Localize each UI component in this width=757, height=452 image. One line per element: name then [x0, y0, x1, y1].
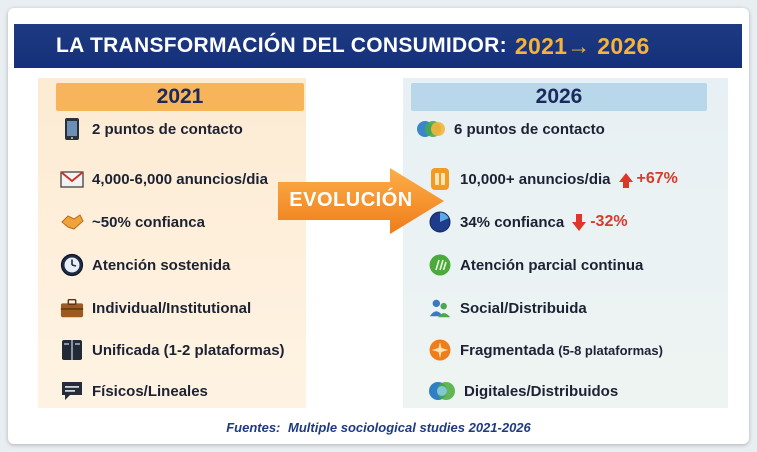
- title-bar: LA TRANSFORMACIÓN DEL CONSUMIDOR: 2021→ …: [14, 24, 742, 68]
- footer-label: Fuentes:: [226, 420, 281, 435]
- title-range: 2021→ 2026: [514, 32, 650, 59]
- change-value: -32%: [590, 213, 628, 230]
- column-header-2026: 2026: [411, 83, 707, 111]
- left-row-text: 4,000-6,000 anuncios/dia: [92, 170, 268, 188]
- title-text: LA TRANSFORMACIÓN DEL CONSUMIDOR:: [56, 34, 507, 57]
- right-row-text: Atención parcial continua: [460, 256, 644, 274]
- change-indicator-down: -32%: [572, 213, 628, 231]
- right-row-text: Digitales/Distribuidos: [464, 382, 619, 400]
- left-row-text: Físicos/Lineales: [92, 382, 208, 400]
- arrow-up-icon: [618, 172, 633, 188]
- evolution-label: EVOLUCIÓN: [289, 188, 413, 211]
- left-row-identity: Individual/Institutional: [60, 293, 251, 323]
- handshake-icon: [60, 210, 84, 234]
- green-circle-icon: [428, 253, 452, 277]
- evolution-arrow: [278, 168, 444, 234]
- right-row-touchpoints: 6 puntos de contacto: [416, 114, 605, 144]
- left-row-ads: 4,000-6,000 anuncios/dia: [60, 164, 268, 194]
- phone-icon: [60, 117, 84, 141]
- right-row-text: 10,000+ anuncios/dia: [460, 170, 611, 188]
- ad-icon: [428, 167, 452, 191]
- left-row-attention: Atención sostenida: [60, 250, 230, 280]
- book-icon: [60, 338, 84, 362]
- left-row-text: Atención sostenida: [92, 256, 231, 274]
- infographic-card: LA TRANSFORMACIÓN DEL CONSUMIDOR: 2021→ …: [8, 8, 749, 444]
- speech-bubble-icon: [60, 379, 84, 403]
- left-row-text: Individual/Institutional: [92, 299, 252, 317]
- change-value: +67%: [636, 170, 678, 187]
- right-row-text: 6 puntos de contacto: [454, 120, 605, 138]
- pie-icon: [428, 210, 452, 234]
- right-row-ads: 10,000+ anuncios/dia +67%: [428, 164, 678, 194]
- left-row-touchpoints: 2 puntos de contacto: [60, 114, 243, 144]
- column-header-2021: 2021: [56, 83, 304, 111]
- right-row-text: 34% confianca: [460, 213, 565, 231]
- footer-source: Fuentes: Multiple sociological studies 2…: [8, 420, 749, 435]
- left-row-text: 2 puntos de contacto: [92, 120, 243, 138]
- right-row-text: Social/Distribuida: [460, 299, 587, 317]
- clock-icon: [60, 253, 84, 277]
- envelope-icon: [60, 167, 84, 191]
- right-row-small-text: (5-8 plataformas): [558, 342, 663, 358]
- globe-icon: [428, 379, 456, 403]
- right-row-identity: Social/Distribuida: [428, 293, 587, 323]
- people-icon: [428, 296, 452, 320]
- change-indicator-up: +67%: [618, 170, 678, 188]
- left-row-text: ~50% confianca: [92, 213, 205, 231]
- right-row-platforms: Fragmentada (5-8 plataformas): [428, 335, 663, 365]
- right-row-trust: 34% confianca -32%: [428, 207, 628, 237]
- right-row-channels: Digitales/Distribuidos: [428, 376, 618, 406]
- right-row-text: Fragmentada: [460, 341, 555, 359]
- starburst-icon: [428, 338, 452, 362]
- briefcase-icon: [60, 296, 84, 320]
- footer-text: Multiple sociological studies 2021-2026: [288, 420, 531, 435]
- left-row-platforms: Unificada (1-2 plataformas): [60, 335, 285, 365]
- arrow-down-icon: [572, 213, 587, 231]
- left-row-channels: Físicos/Lineales: [60, 376, 208, 406]
- column-2021-background: [38, 78, 306, 408]
- left-row-trust: ~50% confianca: [60, 207, 205, 237]
- right-row-attention: Atención parcial continua: [428, 250, 643, 280]
- left-row-text: Unificada (1-2 plataformas): [92, 341, 285, 359]
- column-2026-background: [403, 78, 728, 408]
- circles-icon: [416, 117, 446, 141]
